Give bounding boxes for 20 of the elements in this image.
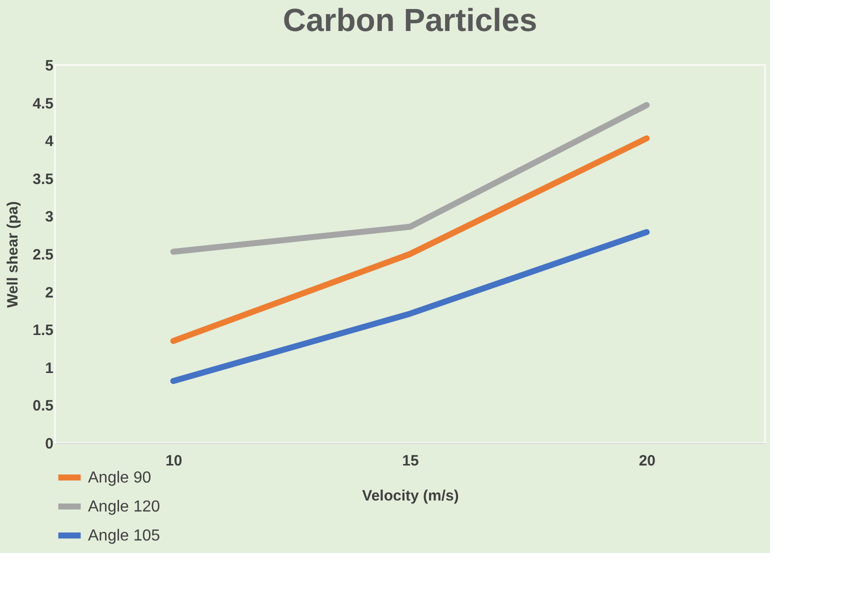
y-tick-label: 3 [45,208,54,226]
y-tick-label: 2 [45,284,54,302]
y-tick-label: 4 [45,133,54,150]
legend-label: Angle 90 [88,470,152,486]
y-tick-label: 0.5 [32,398,54,415]
y-tick-label: 1 [45,360,54,377]
x-tick-label: 10 [165,452,182,470]
y-tick-label: 4.5 [32,95,54,112]
chart-title: Carbon Particles [282,2,538,38]
x-tick-label: 15 [402,452,419,470]
x-tick-label: 20 [638,452,656,470]
y-tick-label: 3.5 [32,170,54,188]
y-axis-title: Well shear (pa) [4,201,22,308]
y-tick-label: 1.5 [32,322,54,340]
x-axis-title: Velocity (m/s) [362,488,459,504]
y-tick-label: 0 [45,436,54,452]
legend-label: Angle 105 [88,528,160,544]
y-tick-label: 2.5 [32,246,54,264]
legend-label: Angle 120 [88,498,160,516]
y-tick-label: 5 [45,58,54,74]
